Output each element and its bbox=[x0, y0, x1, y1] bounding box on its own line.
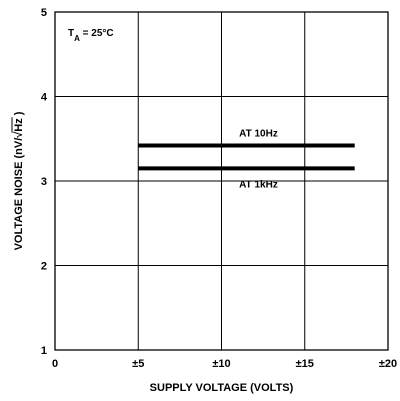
series-label-0: AT 10Hz bbox=[239, 129, 278, 140]
temperature-annotation: TA = 25°C bbox=[68, 28, 114, 43]
y-tick-label-1: 2 bbox=[41, 261, 47, 273]
series-label-1: AT 1kHz bbox=[239, 179, 278, 190]
x-tick-label-4: ±20 bbox=[379, 358, 397, 370]
x-tick-label-3: ±15 bbox=[296, 358, 314, 370]
y-axis-label: VOLTAGE NOISE (nV/√Hz) bbox=[11, 111, 25, 250]
temperature-annotation-rest: = 25°C bbox=[80, 28, 114, 39]
x-tick-label-2: ±10 bbox=[212, 358, 230, 370]
y-tick-label-2: 3 bbox=[41, 176, 47, 188]
y-tick-label-3: 4 bbox=[41, 92, 48, 104]
y-tick-labels: 1 2 3 4 5 bbox=[41, 7, 48, 357]
y-axis-label-text: VOLTAGE NOISE (nV/√Hz) bbox=[13, 111, 25, 250]
grid-lines bbox=[55, 12, 388, 350]
y-axis-label-radicand: Hz bbox=[13, 118, 25, 132]
y-axis-label-suffix: ) bbox=[13, 111, 25, 115]
x-tick-label-0: 0 bbox=[52, 358, 58, 370]
temperature-annotation-main: T bbox=[68, 28, 74, 39]
x-tick-labels: 0 ±5 ±10 ±15 ±20 bbox=[52, 358, 397, 370]
series-lines bbox=[138, 143, 355, 171]
x-axis-label: SUPPLY VOLTAGE (VOLTS) bbox=[150, 382, 294, 394]
temperature-annotation-subscript: A bbox=[74, 34, 80, 43]
y-tick-label-4: 5 bbox=[41, 7, 47, 19]
annotations: AT 10Hz AT 1kHz bbox=[239, 129, 278, 191]
y-tick-label-0: 1 bbox=[41, 345, 47, 357]
x-tick-label-1: ±5 bbox=[132, 358, 144, 370]
plot-frame bbox=[54, 11, 389, 351]
y-axis-label-radical: √ bbox=[13, 131, 25, 138]
y-axis-label-prefix: VOLTAGE NOISE (nV/ bbox=[13, 138, 25, 251]
